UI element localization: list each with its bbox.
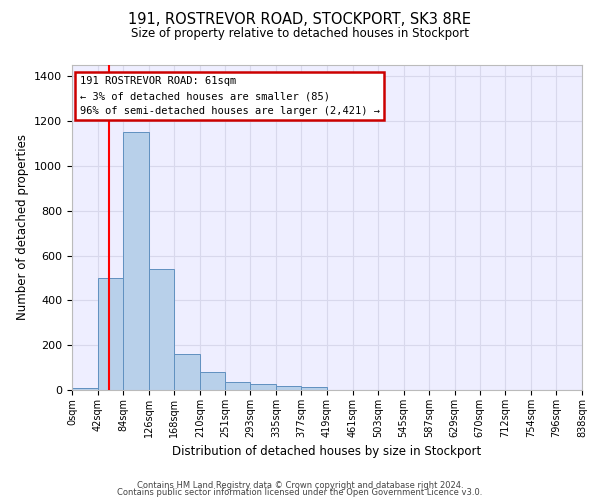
Bar	[174, 354, 200, 390]
Bar	[225, 382, 250, 390]
Text: Contains HM Land Registry data © Crown copyright and database right 2024.: Contains HM Land Registry data © Crown c…	[137, 480, 463, 490]
Text: Size of property relative to detached houses in Stockport: Size of property relative to detached ho…	[131, 28, 469, 40]
Bar	[276, 386, 301, 390]
Bar	[123, 132, 149, 390]
Bar	[149, 269, 174, 390]
Text: Contains public sector information licensed under the Open Government Licence v3: Contains public sector information licen…	[118, 488, 482, 497]
Bar	[98, 278, 123, 390]
Y-axis label: Number of detached properties: Number of detached properties	[16, 134, 29, 320]
Text: 191 ROSTREVOR ROAD: 61sqm
← 3% of detached houses are smaller (85)
96% of semi-d: 191 ROSTREVOR ROAD: 61sqm ← 3% of detach…	[80, 76, 380, 116]
Bar	[301, 387, 327, 390]
Text: 191, ROSTREVOR ROAD, STOCKPORT, SK3 8RE: 191, ROSTREVOR ROAD, STOCKPORT, SK3 8RE	[128, 12, 472, 28]
Bar	[200, 372, 225, 390]
Bar	[72, 388, 98, 390]
X-axis label: Distribution of detached houses by size in Stockport: Distribution of detached houses by size …	[172, 446, 482, 458]
Bar	[250, 384, 276, 390]
